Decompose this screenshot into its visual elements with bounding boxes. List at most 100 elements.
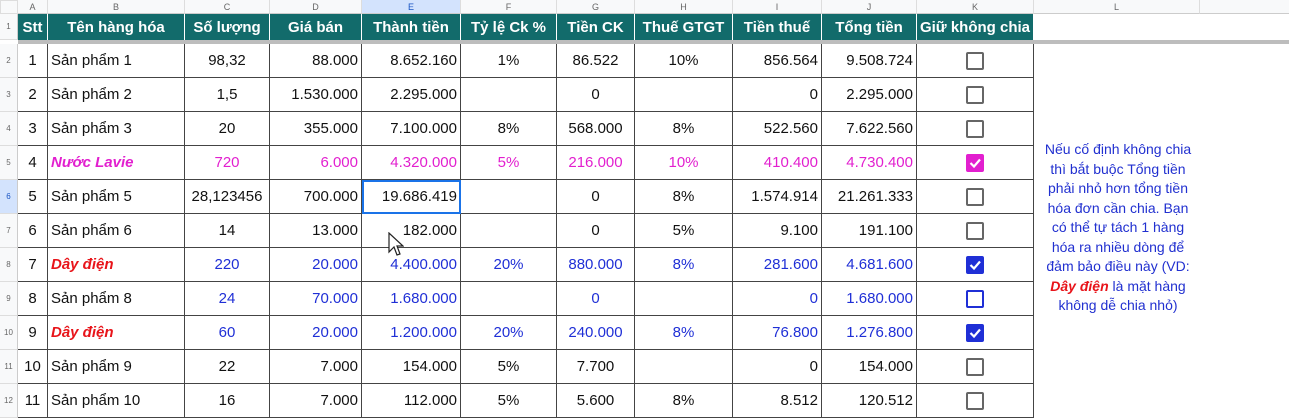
cell[interactable]: Dây điện xyxy=(48,316,185,350)
cell[interactable]: 20.000 xyxy=(270,248,362,282)
cell[interactable]: 8.512 xyxy=(733,384,822,418)
cell[interactable]: 60 xyxy=(185,316,270,350)
cell[interactable]: 86.522 xyxy=(557,44,635,78)
cell[interactable]: Nước Lavie xyxy=(48,146,185,180)
cell[interactable]: 1,5 xyxy=(185,78,270,112)
cell[interactable] xyxy=(461,214,557,248)
cell[interactable]: 4.320.000 xyxy=(362,146,461,180)
cell[interactable]: 8% xyxy=(635,112,733,146)
cell[interactable] xyxy=(461,282,557,316)
cell[interactable]: 191.100 xyxy=(822,214,917,248)
row-number[interactable]: 4 xyxy=(0,112,18,146)
column-letter[interactable]: C xyxy=(185,0,270,14)
cell[interactable]: 0 xyxy=(733,350,822,384)
cell[interactable]: Sản phẩm 9 xyxy=(48,350,185,384)
cell[interactable]: 1.276.800 xyxy=(822,316,917,350)
row-number[interactable]: 12 xyxy=(0,384,18,418)
cell[interactable]: 5% xyxy=(461,350,557,384)
checkbox[interactable] xyxy=(966,119,984,138)
cell[interactable]: 880.000 xyxy=(557,248,635,282)
checkbox-checked[interactable] xyxy=(966,153,984,172)
column-letter[interactable]: K xyxy=(917,0,1034,14)
cell[interactable]: 10 xyxy=(18,350,48,384)
cell[interactable]: 1.530.000 xyxy=(270,78,362,112)
cell[interactable]: 16 xyxy=(185,384,270,418)
cell[interactable]: 281.600 xyxy=(733,248,822,282)
cell[interactable]: 0 xyxy=(557,180,635,214)
cell[interactable]: 410.400 xyxy=(733,146,822,180)
column-letter[interactable]: E xyxy=(362,0,461,14)
cell[interactable] xyxy=(461,180,557,214)
cell[interactable]: 4 xyxy=(18,146,48,180)
cell[interactable]: 1 xyxy=(18,44,48,78)
cell[interactable]: 3 xyxy=(18,112,48,146)
row-number[interactable]: 11 xyxy=(0,350,18,384)
cell[interactable]: 8% xyxy=(461,112,557,146)
cell[interactable]: 7.622.560 xyxy=(822,112,917,146)
cell[interactable]: 8 xyxy=(18,282,48,316)
cell[interactable]: 182.000 xyxy=(362,214,461,248)
cell[interactable]: 21.261.333 xyxy=(822,180,917,214)
cell[interactable]: Sản phẩm 3 xyxy=(48,112,185,146)
column-letter[interactable]: L xyxy=(1034,0,1200,14)
cell[interactable]: 9.508.724 xyxy=(822,44,917,78)
cell[interactable]: 112.000 xyxy=(362,384,461,418)
cell[interactable] xyxy=(635,78,733,112)
cell[interactable]: 216.000 xyxy=(557,146,635,180)
cell[interactable]: 0 xyxy=(557,214,635,248)
column-letter[interactable]: J xyxy=(822,0,917,14)
column-letter[interactable]: F xyxy=(461,0,557,14)
cell[interactable]: 8.652.160 xyxy=(362,44,461,78)
cell[interactable]: 8% xyxy=(635,180,733,214)
cell[interactable]: 7.000 xyxy=(270,384,362,418)
cell[interactable]: 856.564 xyxy=(733,44,822,78)
row-number[interactable]: 1 xyxy=(0,14,18,40)
column-letter[interactable]: I xyxy=(733,0,822,14)
cell[interactable]: 5% xyxy=(461,384,557,418)
cell[interactable]: 240.000 xyxy=(557,316,635,350)
checkbox-checked[interactable] xyxy=(966,323,984,342)
cell[interactable]: 0 xyxy=(733,78,822,112)
row-number[interactable]: 8 xyxy=(0,248,18,282)
cell[interactable]: 1.574.914 xyxy=(733,180,822,214)
cell[interactable]: 720 xyxy=(185,146,270,180)
row-number[interactable]: 6 xyxy=(0,180,18,214)
cell[interactable]: 6.000 xyxy=(270,146,362,180)
checkbox[interactable] xyxy=(966,221,984,240)
column-letter[interactable]: D xyxy=(270,0,362,14)
cell[interactable] xyxy=(461,78,557,112)
cell[interactable]: 568.000 xyxy=(557,112,635,146)
cell[interactable] xyxy=(635,350,733,384)
cell[interactable]: 120.512 xyxy=(822,384,917,418)
cell[interactable]: 5% xyxy=(461,146,557,180)
cell[interactable]: 10% xyxy=(635,44,733,78)
cell[interactable]: 9 xyxy=(18,316,48,350)
cell[interactable]: 6 xyxy=(18,214,48,248)
cell[interactable]: 20.000 xyxy=(270,316,362,350)
cell[interactable]: 1.200.000 xyxy=(362,316,461,350)
cell[interactable]: 76.800 xyxy=(733,316,822,350)
column-letter[interactable]: G xyxy=(557,0,635,14)
cell[interactable]: 7 xyxy=(18,248,48,282)
cell[interactable]: 70.000 xyxy=(270,282,362,316)
checkbox[interactable] xyxy=(966,51,984,70)
cell[interactable]: 7.700 xyxy=(557,350,635,384)
cell[interactable]: 13.000 xyxy=(270,214,362,248)
row-number[interactable]: 5 xyxy=(0,146,18,180)
cell[interactable]: 0 xyxy=(557,282,635,316)
cell[interactable]: Sản phẩm 6 xyxy=(48,214,185,248)
cell[interactable]: 522.560 xyxy=(733,112,822,146)
cell[interactable]: 20% xyxy=(461,248,557,282)
cell[interactable]: 20 xyxy=(185,112,270,146)
cell[interactable]: 20% xyxy=(461,316,557,350)
cell[interactable]: 98,32 xyxy=(185,44,270,78)
checkbox[interactable] xyxy=(966,85,984,104)
row-number[interactable]: 2 xyxy=(0,44,18,78)
cell[interactable]: 11 xyxy=(18,384,48,418)
cell[interactable]: 1% xyxy=(461,44,557,78)
cell[interactable]: 22 xyxy=(185,350,270,384)
cell[interactable]: 24 xyxy=(185,282,270,316)
cell[interactable]: 4.400.000 xyxy=(362,248,461,282)
cell[interactable]: 7.100.000 xyxy=(362,112,461,146)
column-letter[interactable]: H xyxy=(635,0,733,14)
